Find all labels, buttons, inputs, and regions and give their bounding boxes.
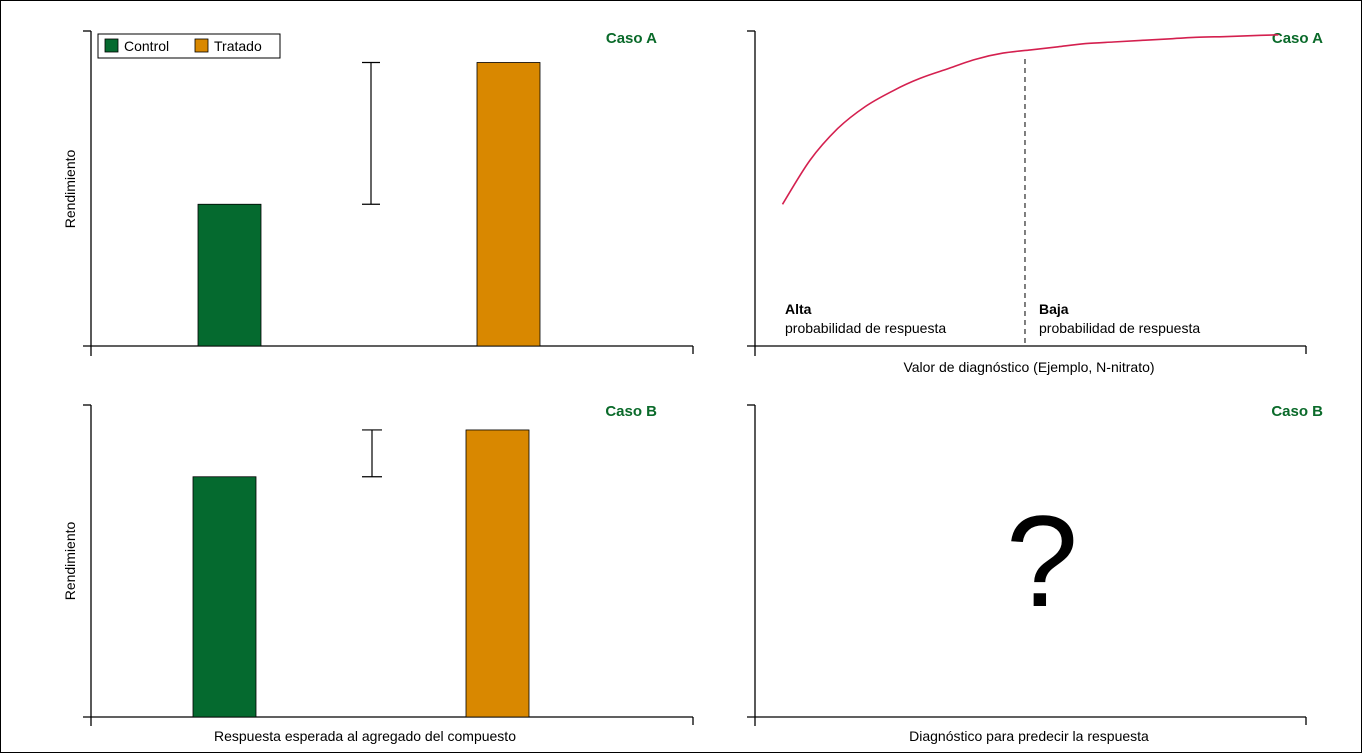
panel-caso-a-bars: Rendimiento Caso A Control Tratado: [62, 30, 694, 356]
panel-caso-b-unknown: Diagnóstico para predecir la respuesta C…: [747, 403, 1323, 744]
bar-tratado: [465, 429, 530, 718]
annotation-baja-sub: probabilidad de respuesta: [1039, 320, 1200, 336]
x-axis-label: Diagnóstico para predecir la respuesta: [909, 728, 1149, 744]
legend: Control Tratado: [97, 33, 281, 59]
case-label: Caso B: [1271, 403, 1323, 420]
legend-label-control: Control: [124, 38, 169, 54]
bars: [192, 429, 530, 718]
panel-caso-b-bars: Rendimiento Respuesta esperada al agrega…: [62, 403, 694, 744]
bar-control: [192, 476, 257, 718]
case-label: Caso A: [606, 30, 657, 47]
annotation-baja-title: Baja: [1039, 301, 1069, 317]
x-axis-label: Valor de diagnóstico (Ejemplo, N-nitrato…: [903, 359, 1154, 375]
case-label: Caso B: [605, 403, 657, 420]
x-axis-label: Respuesta esperada al agregado del compu…: [214, 728, 516, 744]
bars: [197, 62, 541, 347]
bar-control: [197, 203, 262, 347]
legend-box: [97, 33, 281, 59]
annotation-alta-title: Alta: [785, 301, 812, 317]
legend-label-tratado: Tratado: [214, 38, 262, 54]
legend-swatch-control: [104, 38, 119, 53]
y-axis-label: Rendimiento: [62, 521, 78, 600]
panel-caso-a-curve: Valor de diagnóstico (Ejemplo, N-nitrato…: [747, 30, 1323, 375]
range-marker: [362, 61, 380, 205]
annotation-alta-sub: probabilidad de respuesta: [785, 320, 946, 336]
y-axis-label: Rendimiento: [62, 149, 78, 228]
range-marker: [362, 429, 382, 478]
legend-swatch-tratado: [194, 38, 209, 53]
case-label: Caso A: [1272, 30, 1323, 47]
bar-tratado: [476, 62, 541, 347]
response-curve: [781, 34, 1279, 205]
question-mark: ?: [1006, 488, 1078, 634]
